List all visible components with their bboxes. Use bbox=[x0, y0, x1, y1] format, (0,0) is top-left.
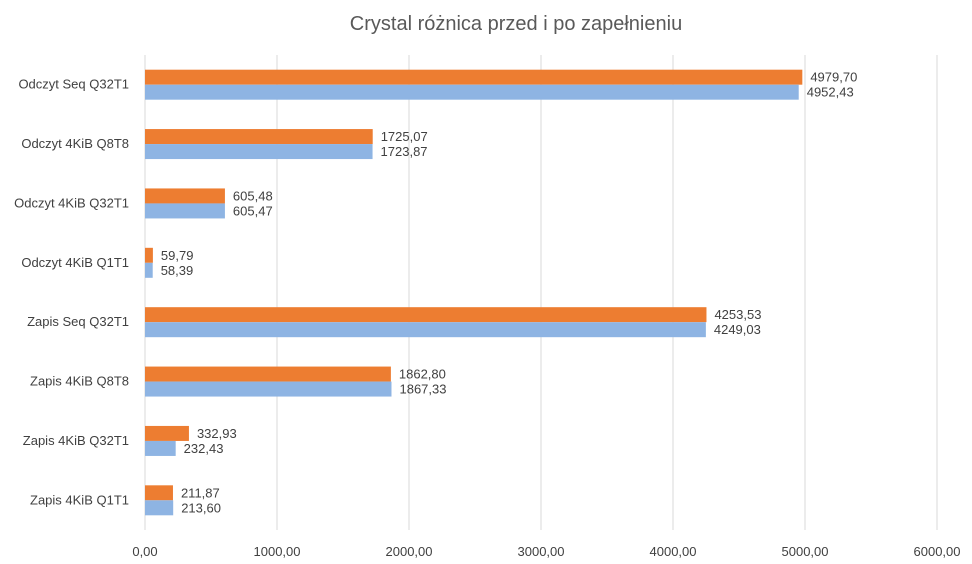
data-label: 605,48 bbox=[233, 188, 273, 203]
bar bbox=[145, 307, 707, 323]
category-label: Odczyt 4KiB Q32T1 bbox=[14, 195, 129, 210]
data-label: 4979,70 bbox=[810, 70, 857, 85]
data-label: 232,43 bbox=[184, 441, 224, 456]
x-tick-labels: 0,00 1000,00 2000,00 3000,00 4000,00 5000,00 6… bbox=[132, 544, 960, 559]
bar bbox=[145, 84, 799, 100]
bar bbox=[145, 485, 173, 501]
bar bbox=[145, 425, 189, 441]
category-label: Odczyt 4KiB Q8T8 bbox=[21, 136, 129, 151]
bar bbox=[145, 500, 174, 516]
x-tick-label: 5000,00 bbox=[782, 544, 829, 559]
bar bbox=[145, 262, 153, 278]
x-tick-label: 0,00 bbox=[132, 544, 157, 559]
data-label: 211,87 bbox=[181, 485, 220, 500]
bars bbox=[145, 69, 803, 516]
bar bbox=[145, 188, 225, 204]
bar bbox=[145, 322, 706, 338]
data-label: 605,47 bbox=[233, 203, 273, 218]
x-tick-label: 1000,00 bbox=[254, 544, 301, 559]
data-label: 213,60 bbox=[181, 500, 221, 515]
bar bbox=[145, 203, 225, 219]
bar bbox=[145, 69, 803, 85]
x-tick-label: 4000,00 bbox=[650, 544, 697, 559]
x-tick-label: 2000,00 bbox=[386, 544, 433, 559]
category-labels: Odczyt Seq Q32T1 Odczyt 4KiB Q8T8 Odczyt 4… bbox=[14, 77, 129, 508]
category-label: Zapis 4KiB Q32T1 bbox=[23, 433, 129, 448]
category-label: Odczyt Seq Q32T1 bbox=[18, 77, 129, 92]
bar bbox=[145, 144, 373, 160]
gridlines bbox=[144, 55, 938, 530]
data-label: 4253,53 bbox=[714, 307, 761, 322]
category-label: Zapis 4KiB Q8T8 bbox=[30, 374, 129, 389]
chart-title: Crystal różnica przed i po zapełnieniu bbox=[350, 13, 682, 35]
data-label: 59,79 bbox=[161, 248, 194, 263]
bar bbox=[145, 381, 392, 397]
bar bbox=[145, 440, 176, 456]
data-label: 1725,07 bbox=[381, 129, 428, 144]
category-label: Zapis Seq Q32T1 bbox=[27, 314, 129, 329]
bar bbox=[145, 129, 373, 145]
data-label: 4249,03 bbox=[714, 322, 761, 337]
data-label: 1723,87 bbox=[381, 144, 428, 159]
category-label: Zapis 4KiB Q1T1 bbox=[30, 492, 129, 507]
x-tick-label: 6000,00 bbox=[914, 544, 961, 559]
category-label: Odczyt 4KiB Q1T1 bbox=[21, 255, 129, 270]
data-label: 332,93 bbox=[197, 426, 237, 441]
data-label: 58,39 bbox=[161, 263, 194, 278]
bar bbox=[145, 247, 153, 263]
bar bbox=[145, 366, 391, 382]
data-label: 1862,80 bbox=[399, 367, 446, 382]
data-label: 1867,33 bbox=[399, 382, 446, 397]
data-label: 4952,43 bbox=[807, 85, 854, 100]
x-tick-label: 3000,00 bbox=[518, 544, 565, 559]
